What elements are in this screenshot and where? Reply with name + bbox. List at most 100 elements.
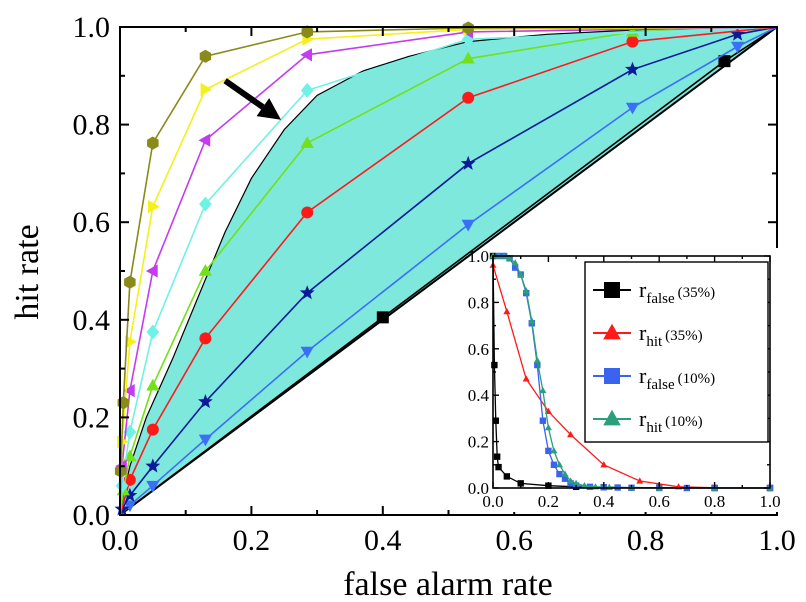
inset-data-point xyxy=(517,480,524,487)
inset-y-tick-label: 0.8 xyxy=(468,293,489,312)
data-point-navy-star xyxy=(730,26,745,41)
series-line-black xyxy=(119,26,778,516)
data-point-red-circle xyxy=(301,206,314,219)
y-tick-label: 0.6 xyxy=(73,206,111,239)
inset-data-point xyxy=(506,254,514,261)
data-point-olive-hexagon xyxy=(301,25,313,39)
series-line-magenta-left xyxy=(119,26,778,516)
inset-x-tick-label: 0.2 xyxy=(538,492,559,511)
inset-data-point xyxy=(492,417,499,424)
inset-data-point xyxy=(522,287,530,294)
data-point-magenta-left xyxy=(145,264,158,278)
inset-data-point xyxy=(556,470,563,478)
inset-y-tick-label: 0.0 xyxy=(468,479,489,498)
inset-data-point xyxy=(600,461,608,468)
series-line-red-circle xyxy=(119,26,778,516)
legend-marker xyxy=(603,323,621,340)
y-axis-label: hit rate xyxy=(9,224,46,319)
inset-data-point xyxy=(556,461,563,468)
inset-data-point xyxy=(534,361,541,369)
inset-data-point xyxy=(544,424,552,431)
inset-data-point xyxy=(503,308,511,315)
inset-data-point xyxy=(545,447,552,455)
inset-data-point xyxy=(511,264,519,271)
data-point-red-circle xyxy=(462,91,475,104)
series-red-circle xyxy=(119,26,778,516)
data-point-blue-down xyxy=(461,219,475,232)
data-point-green-up xyxy=(300,136,314,148)
data-point-blue-down xyxy=(123,500,137,513)
y-tick-label: 0.4 xyxy=(73,304,111,337)
x-tick-label: 0.2 xyxy=(233,524,271,557)
y-tick-label: 0.8 xyxy=(73,109,111,142)
inset-plot: 0.0 0.2 0.4 0.6 0.8 1.0 0.0 0.2 0.4 0.6 0.8 1.0 rfal… xyxy=(468,247,781,512)
data-point-olive-hexagon xyxy=(124,275,136,289)
series-line-navy-star xyxy=(119,26,778,516)
data-point-yellow-right xyxy=(200,82,213,97)
y-tick-label: 0.2 xyxy=(73,401,111,434)
legend-marker xyxy=(604,368,620,384)
data-point-navy-star xyxy=(145,458,161,473)
inset-data-point xyxy=(503,473,511,480)
series-blue-down xyxy=(119,26,778,516)
x-tick-label: 0.0 xyxy=(101,524,139,557)
data-point-navy-star xyxy=(198,394,213,409)
inset-x-tick-label: 0.0 xyxy=(482,492,503,511)
data-point-magenta-left xyxy=(198,133,211,147)
series-green-up xyxy=(116,25,778,516)
data-point-blue-down xyxy=(625,102,640,115)
inset-x-tick-label: 0.6 xyxy=(649,492,670,511)
data-point-magenta-left xyxy=(300,48,312,62)
data-point-black xyxy=(376,311,389,324)
data-point-red-circle xyxy=(123,473,136,486)
data-point-black xyxy=(718,55,731,68)
data-point-yellow-right xyxy=(125,335,137,349)
legend-label: rfalse (10%) xyxy=(639,363,715,393)
inset-data-point xyxy=(493,453,501,460)
data-point-blue-down xyxy=(300,346,314,359)
legend-marker xyxy=(604,282,620,298)
legend-entry: rhit (10%) xyxy=(593,406,703,436)
series-cyan-diamond xyxy=(115,26,778,516)
data-point-red-circle xyxy=(199,332,212,345)
x-tick-label: 1.0 xyxy=(758,524,796,557)
data-point-green-up xyxy=(198,264,212,276)
legend-entry: rhit (35%) xyxy=(593,320,703,350)
inset-x-tick-label: 0.8 xyxy=(704,492,725,511)
legend-entry: rfalse (10%) xyxy=(593,363,715,393)
inset-data-point xyxy=(550,447,558,454)
main-plot: 0.0 0.2 0.4 0.6 0.8 1.0 0.0 0.2 0.4 0.6 0.8 1.0 xyxy=(73,11,796,557)
series-black xyxy=(119,26,778,516)
inset-data-point xyxy=(511,259,519,266)
inset-data-point xyxy=(517,270,525,278)
legend-label: rhit (35%) xyxy=(639,320,703,350)
inset-data-point xyxy=(550,461,558,468)
x-tick-label: 0.4 xyxy=(364,524,402,557)
data-point-red-circle xyxy=(146,423,159,436)
inset-y-tick-label: 0.2 xyxy=(468,433,489,452)
data-point-blue-down xyxy=(146,480,160,493)
y-tick-label: 1.0 xyxy=(73,11,111,44)
inset-x-tick-label: 0.4 xyxy=(593,492,615,511)
data-point-blue-down xyxy=(731,41,745,54)
y-tick-label: 0.0 xyxy=(73,499,111,532)
inset-y-tick-label: 0.6 xyxy=(468,340,489,359)
inset-data-point xyxy=(561,475,569,482)
inset-data-point xyxy=(572,479,580,486)
series-line-cyan-diamond xyxy=(119,26,778,516)
inset-data-point xyxy=(567,431,575,438)
inset-data-point xyxy=(636,477,644,484)
x-tick-label: 0.8 xyxy=(627,524,665,557)
arrow-head xyxy=(256,98,281,120)
inset-data-point xyxy=(580,482,588,489)
data-point-cyan-diamond xyxy=(199,196,212,212)
data-point-red-circle xyxy=(626,35,639,48)
inset-y-tick-label: 0.4 xyxy=(468,386,490,405)
data-point-green-up xyxy=(625,25,640,37)
data-point-olive-hexagon xyxy=(147,136,159,150)
inset-data-point xyxy=(561,470,569,477)
data-point-magenta-left xyxy=(123,384,135,398)
data-point-navy-star xyxy=(122,487,138,502)
inset-data-point xyxy=(495,463,502,471)
